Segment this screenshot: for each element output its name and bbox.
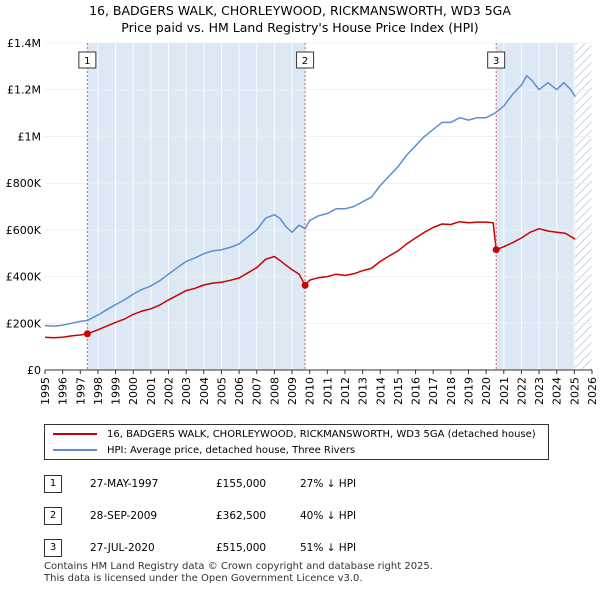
y-tick-label: £0 xyxy=(27,364,41,377)
sale-point xyxy=(83,330,91,338)
y-tick-label: £800K xyxy=(6,177,42,190)
footer-licence: This data is licensed under the Open Gov… xyxy=(44,573,363,584)
x-tick-label: 1998 xyxy=(92,377,105,405)
series-lines xyxy=(44,74,576,339)
transaction-hpi-diff: 40% ↓ HPI xyxy=(300,510,357,522)
x-tick-label: 2002 xyxy=(163,377,176,405)
sale-point xyxy=(301,281,309,289)
plot-background xyxy=(45,43,592,370)
x-tick-label: 2006 xyxy=(233,377,246,405)
chart-subtitle: Price paid vs. HM Land Registry's House … xyxy=(121,20,479,35)
x-tick-label: 2014 xyxy=(374,377,387,405)
sale-markers: 1 2 3 xyxy=(78,43,506,370)
x-tick-label: 2024 xyxy=(551,377,564,405)
x-tick-label: 2003 xyxy=(180,377,193,405)
shaded-ownership-period xyxy=(87,43,306,370)
axes: £0 £200K £400K £600K £800K £1M £1.2M £1.4M 1995 1… xyxy=(6,37,599,405)
x-tick-label: 2013 xyxy=(357,377,370,405)
footer-copyright: Contains HM Land Registry data © Crown c… xyxy=(44,561,433,572)
sale-marker-label: 2 xyxy=(302,56,308,67)
transaction-number: 1 xyxy=(44,475,62,493)
x-tick-label: 2016 xyxy=(410,377,423,405)
forecast-hatch xyxy=(575,43,592,370)
x-tick-label: 2001 xyxy=(145,377,158,405)
transaction-price: £155,000 xyxy=(216,478,267,490)
x-tick-label: 2009 xyxy=(286,377,299,405)
x-tick-label: 2011 xyxy=(321,377,334,405)
x-tick-label: 2018 xyxy=(445,377,458,405)
property-price-line xyxy=(44,220,576,339)
x-tick-label: 2017 xyxy=(427,377,440,405)
transaction-number: 2 xyxy=(44,507,62,525)
y-tick-label: £1M xyxy=(18,130,42,143)
transaction-number: 3 xyxy=(44,539,62,557)
legend-label-property: 16, BADGERS WALK, CHORLEYWOOD, RICKMANSW… xyxy=(107,428,536,440)
sale-marker-box xyxy=(78,51,97,69)
x-tick-label: 2021 xyxy=(498,377,511,405)
transaction-price: £362,500 xyxy=(216,510,267,522)
sale-point xyxy=(492,246,500,254)
x-tick-label: 2015 xyxy=(392,377,405,405)
y-tick-label: £400K xyxy=(6,271,42,284)
chart-title-address: 16, BADGERS WALK, CHORLEYWOOD, RICKMANSW… xyxy=(89,3,511,18)
x-tick-label: 1997 xyxy=(74,377,87,405)
transaction-date: 27-JUL-2020 xyxy=(90,542,155,554)
x-tick-label: 2004 xyxy=(198,377,211,405)
legend-swatch-property xyxy=(53,433,97,435)
x-tick-label: 2020 xyxy=(480,377,493,405)
x-tick-label: 1996 xyxy=(57,377,70,405)
y-tick-label: £1.4M xyxy=(7,37,41,50)
sale-marker-box xyxy=(487,51,506,69)
x-tick-label: 2023 xyxy=(533,377,546,405)
x-tick-label: 2007 xyxy=(251,377,264,405)
legend-item-hpi: HPI: Average price, detached house, Thre… xyxy=(53,442,355,458)
x-tick-label: 2010 xyxy=(304,377,317,405)
x-tick-label: 1995 xyxy=(39,377,52,405)
transaction-row: 1 27-MAY-1997 £155,000 27% ↓ HPI xyxy=(0,473,600,497)
transaction-row: 3 27-JUL-2020 £515,000 51% ↓ HPI xyxy=(0,537,600,561)
transaction-date: 27-MAY-1997 xyxy=(90,478,159,490)
transaction-hpi-diff: 27% ↓ HPI xyxy=(300,478,357,490)
legend-item-property: 16, BADGERS WALK, CHORLEYWOOD, RICKMANSW… xyxy=(53,426,536,442)
x-tick-label: 2008 xyxy=(268,377,281,405)
y-tick-label: £1.2M xyxy=(7,84,41,97)
sale-marker-box xyxy=(296,51,315,69)
transaction-row: 2 28-SEP-2009 £362,500 40% ↓ HPI xyxy=(0,505,600,529)
transaction-price: £515,000 xyxy=(216,542,267,554)
transaction-date: 28-SEP-2009 xyxy=(90,510,158,522)
x-tick-label: 2019 xyxy=(463,377,476,405)
sale-marker-label: 1 xyxy=(84,56,90,67)
x-tick-label: 2005 xyxy=(216,377,229,405)
x-tick-label: 2026 xyxy=(586,377,599,405)
shaded-ownership-period xyxy=(496,43,576,370)
y-tick-label: £200K xyxy=(6,317,42,330)
sale-marker-label: 3 xyxy=(493,56,499,67)
hpi-line xyxy=(44,74,576,327)
x-tick-label: 2022 xyxy=(515,377,528,405)
legend-swatch-hpi xyxy=(53,449,97,451)
x-tick-label: 2012 xyxy=(339,377,352,405)
x-tick-label: 2025 xyxy=(568,377,581,405)
y-tick-label: £600K xyxy=(6,224,42,237)
x-tick-label: 1999 xyxy=(110,377,123,405)
x-tick-label: 2000 xyxy=(127,377,140,405)
transaction-hpi-diff: 51% ↓ HPI xyxy=(300,542,357,554)
legend-label-hpi: HPI: Average price, detached house, Thre… xyxy=(107,444,356,456)
legend: 16, BADGERS WALK, CHORLEYWOOD, RICKMANSW… xyxy=(44,424,549,460)
